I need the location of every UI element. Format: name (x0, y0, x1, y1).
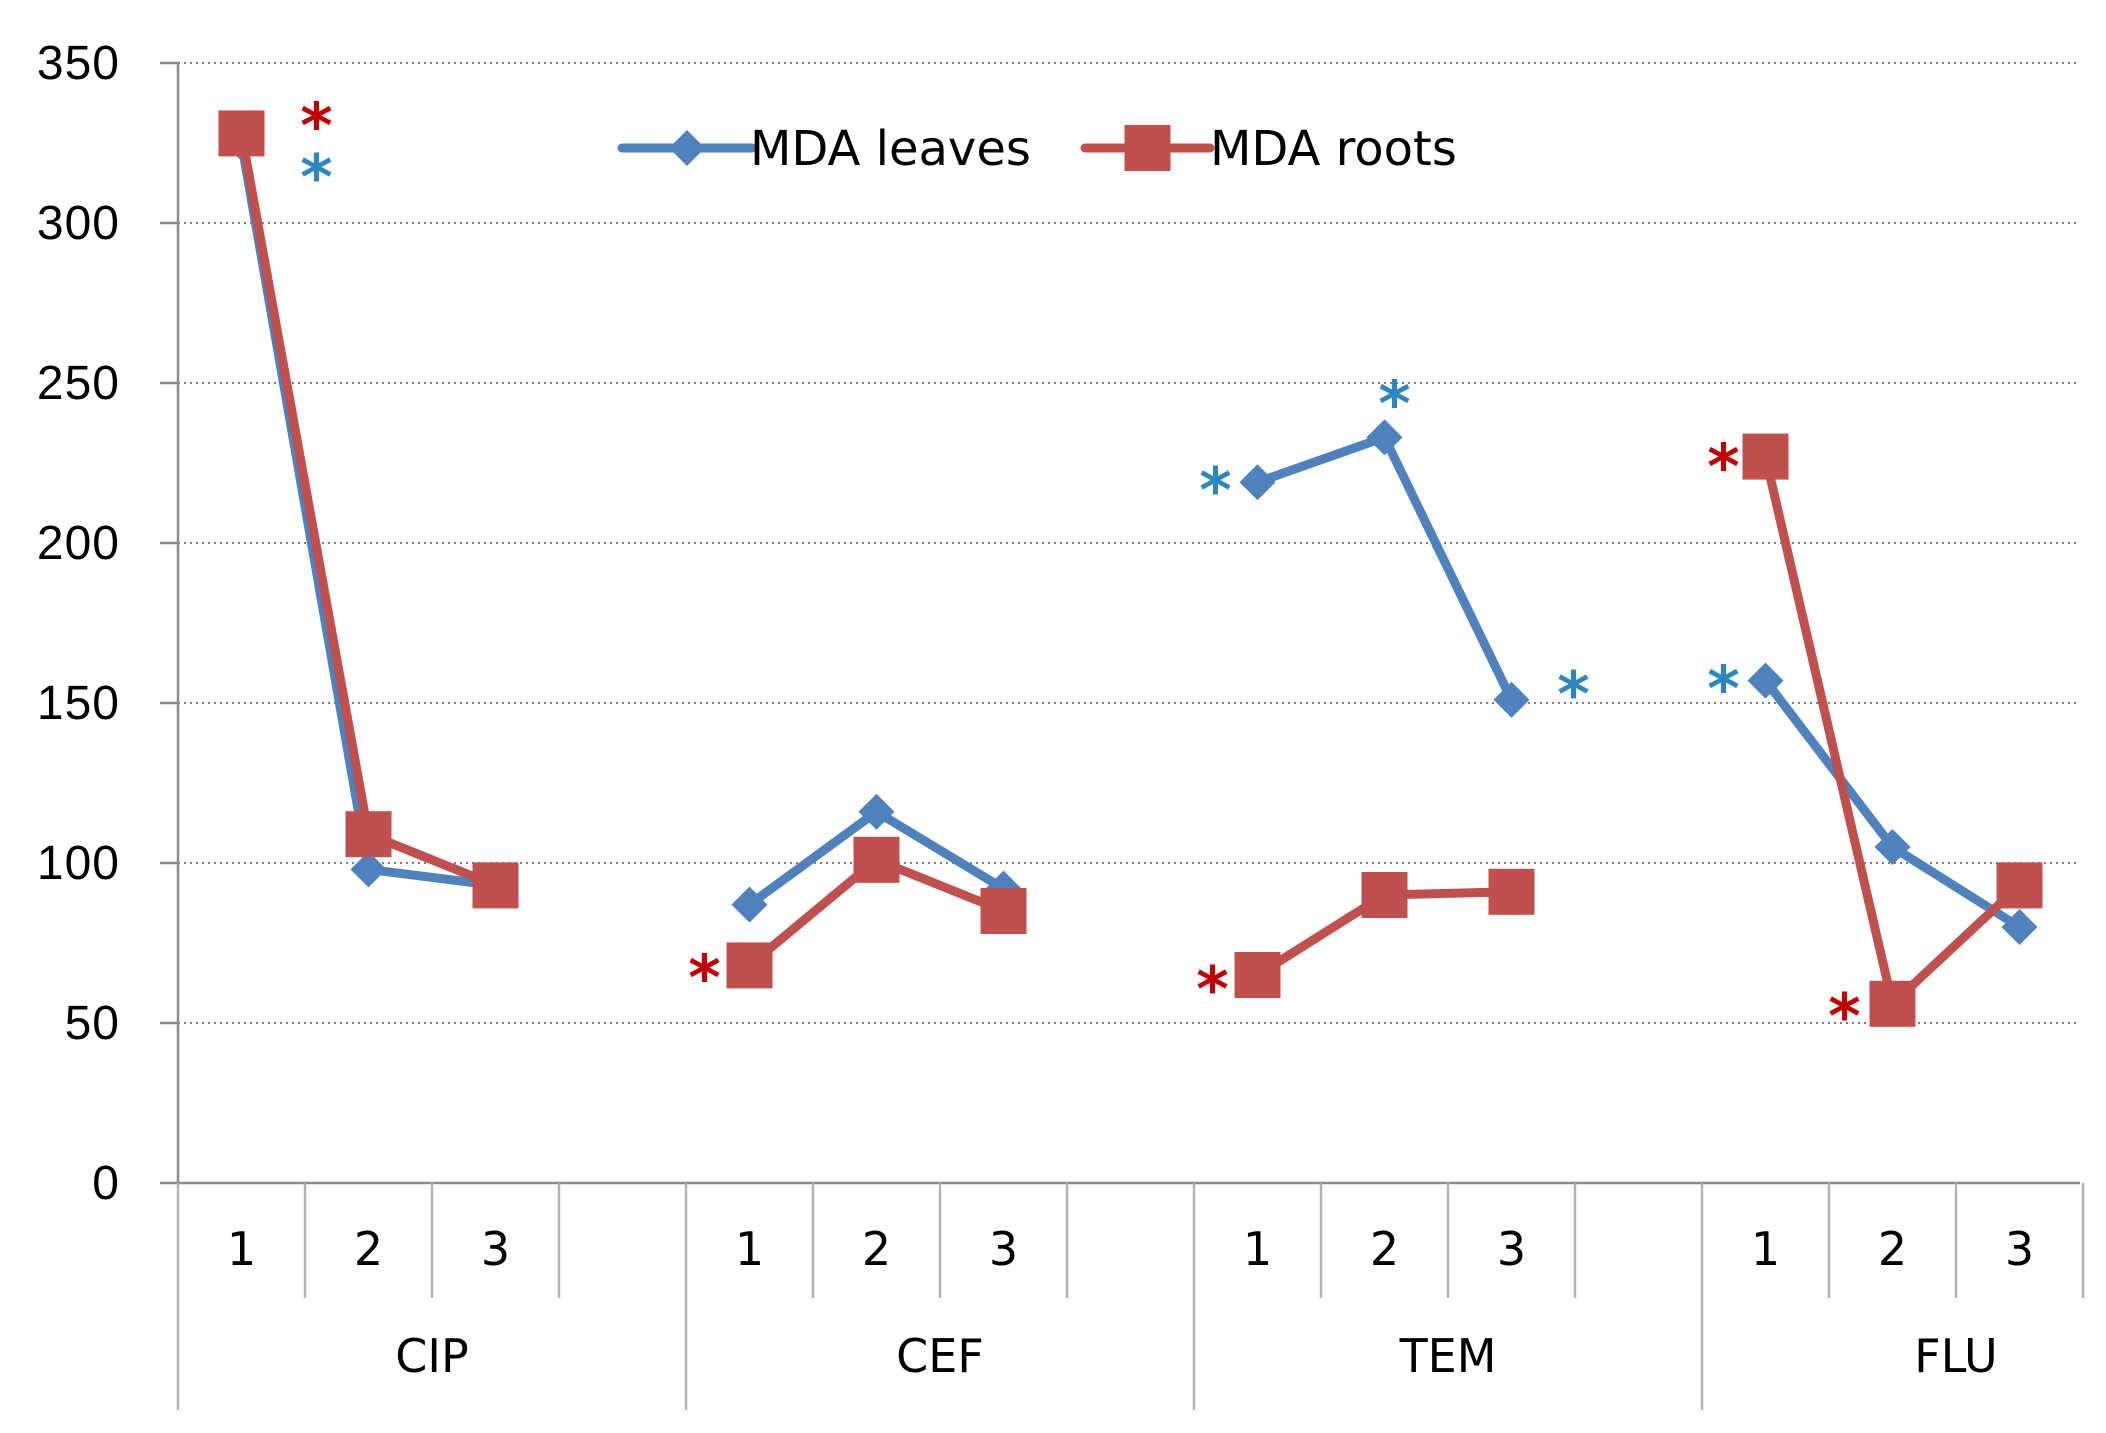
legend: MDA leaves MDA roots (617, 121, 1457, 177)
x-group-label-CIP: CIP (395, 1329, 468, 1383)
x-tick-label-FLU-3: 3 (2005, 1222, 2034, 1276)
significance-star-mda-roots-FLU-1: * (1707, 431, 1739, 504)
y-tick-label-50: 50 (65, 997, 120, 1050)
point-mda-leaves-TEM-3 (1493, 681, 1530, 718)
x-tick-label-TEM-2: 2 (1370, 1222, 1399, 1276)
significance-star-mda-roots-CIP-1: * (300, 89, 332, 162)
point-mda-roots-FLU-3 (1996, 862, 2043, 909)
point-mda-leaves-FLU-1 (1747, 662, 1784, 699)
y-tick-label-150: 150 (37, 677, 120, 730)
x-tick-label-CEF-3: 3 (989, 1222, 1018, 1276)
legend-label-mda-leaves: MDA leaves (750, 121, 1031, 177)
y-tick-label-100: 100 (37, 837, 120, 890)
gridlines (178, 62, 2080, 1024)
x-tick-label-CIP-1: 1 (227, 1222, 256, 1276)
legend-marker-mda-leaves (669, 130, 705, 166)
x-tick-label-CIP-2: 2 (354, 1222, 383, 1276)
significance-star-mda-roots-TEM-1: * (1196, 953, 1228, 1026)
point-mda-leaves-CEF-2 (858, 793, 895, 830)
y-tick-label-350: 350 (37, 37, 120, 90)
significance-star-mda-leaves-CIP-1: * (300, 141, 332, 214)
series-mda-leaves (223, 125, 2038, 945)
x-tick-label-FLU-1: 1 (1751, 1222, 1780, 1276)
point-mda-leaves-FLU-3 (2001, 909, 2038, 945)
point-mda-roots-TEM-3 (1488, 868, 1535, 915)
legend-marker-mda-roots (1124, 125, 1171, 171)
point-mda-leaves-TEM-1 (1239, 464, 1276, 501)
x-group-label-FLU: FLU (1914, 1329, 1997, 1383)
significance-star-mda-leaves-FLU-1: * (1707, 653, 1739, 726)
point-mda-leaves-TEM-2 (1366, 419, 1403, 456)
point-mda-roots-CEF-1 (726, 942, 773, 989)
point-mda-roots-TEM-2 (1361, 872, 1408, 918)
point-mda-roots-CEF-3 (980, 888, 1027, 934)
y-tick-label-300: 300 (37, 197, 120, 250)
series-line-mda-leaves-CIP (237, 138, 500, 890)
point-mda-leaves-CIP-2 (350, 851, 387, 888)
series-line-mda-leaves-FLU (1761, 676, 2024, 932)
y-tick-label-200: 200 (37, 517, 120, 570)
legend-label-mda-roots: MDA roots (1210, 121, 1457, 177)
x-group-label-CEF: CEF (896, 1329, 984, 1383)
y-tick-label-250: 250 (37, 357, 120, 410)
x-tick-label-TEM-3: 3 (1497, 1222, 1526, 1276)
x-tick-label-CIP-3: 3 (481, 1222, 510, 1276)
point-mda-roots-CIP-1 (218, 110, 265, 157)
point-mda-roots-CEF-2 (853, 836, 900, 883)
significance-star-mda-leaves-TEM-1: * (1199, 454, 1231, 527)
point-mda-roots-CIP-3 (472, 862, 519, 909)
significance-markers: **** *** *** (300, 89, 1860, 1052)
point-mda-roots-FLU-2 (1869, 980, 1916, 1027)
y-tick-label-0: 0 (92, 1157, 120, 1210)
series-line-mda-roots-CIP (237, 128, 500, 890)
series-line-mda-leaves-TEM (1253, 432, 1516, 705)
x-tick-label-CEF-2: 2 (862, 1222, 891, 1276)
significance-star-mda-roots-CEF-1: * (688, 941, 720, 1014)
point-mda-roots-CIP-2 (345, 811, 392, 858)
series-mda-roots (218, 110, 2043, 1027)
significance-star-mda-leaves-TEM-3: * (1557, 658, 1589, 731)
x-group-label-TEM: TEM (1399, 1329, 1497, 1383)
point-mda-leaves-CEF-1 (731, 886, 768, 923)
x-tick-label-FLU-2: 2 (1878, 1222, 1907, 1276)
significance-star-mda-roots-FLU-2: * (1828, 980, 1860, 1053)
point-mda-roots-TEM-1 (1234, 952, 1281, 998)
x-tick-label-CEF-1: 1 (735, 1222, 764, 1276)
point-mda-leaves-FLU-2 (1874, 829, 1911, 865)
series-layer (218, 110, 2043, 1027)
significance-star-mda-leaves-TEM-2: * (1378, 367, 1410, 440)
point-mda-roots-FLU-1 (1742, 433, 1789, 480)
x-tick-label-TEM-1: 1 (1243, 1222, 1272, 1276)
axes (160, 61, 2085, 1410)
y-tick-labels: 0 50 100 150 200 250 300 350 (37, 37, 120, 1210)
